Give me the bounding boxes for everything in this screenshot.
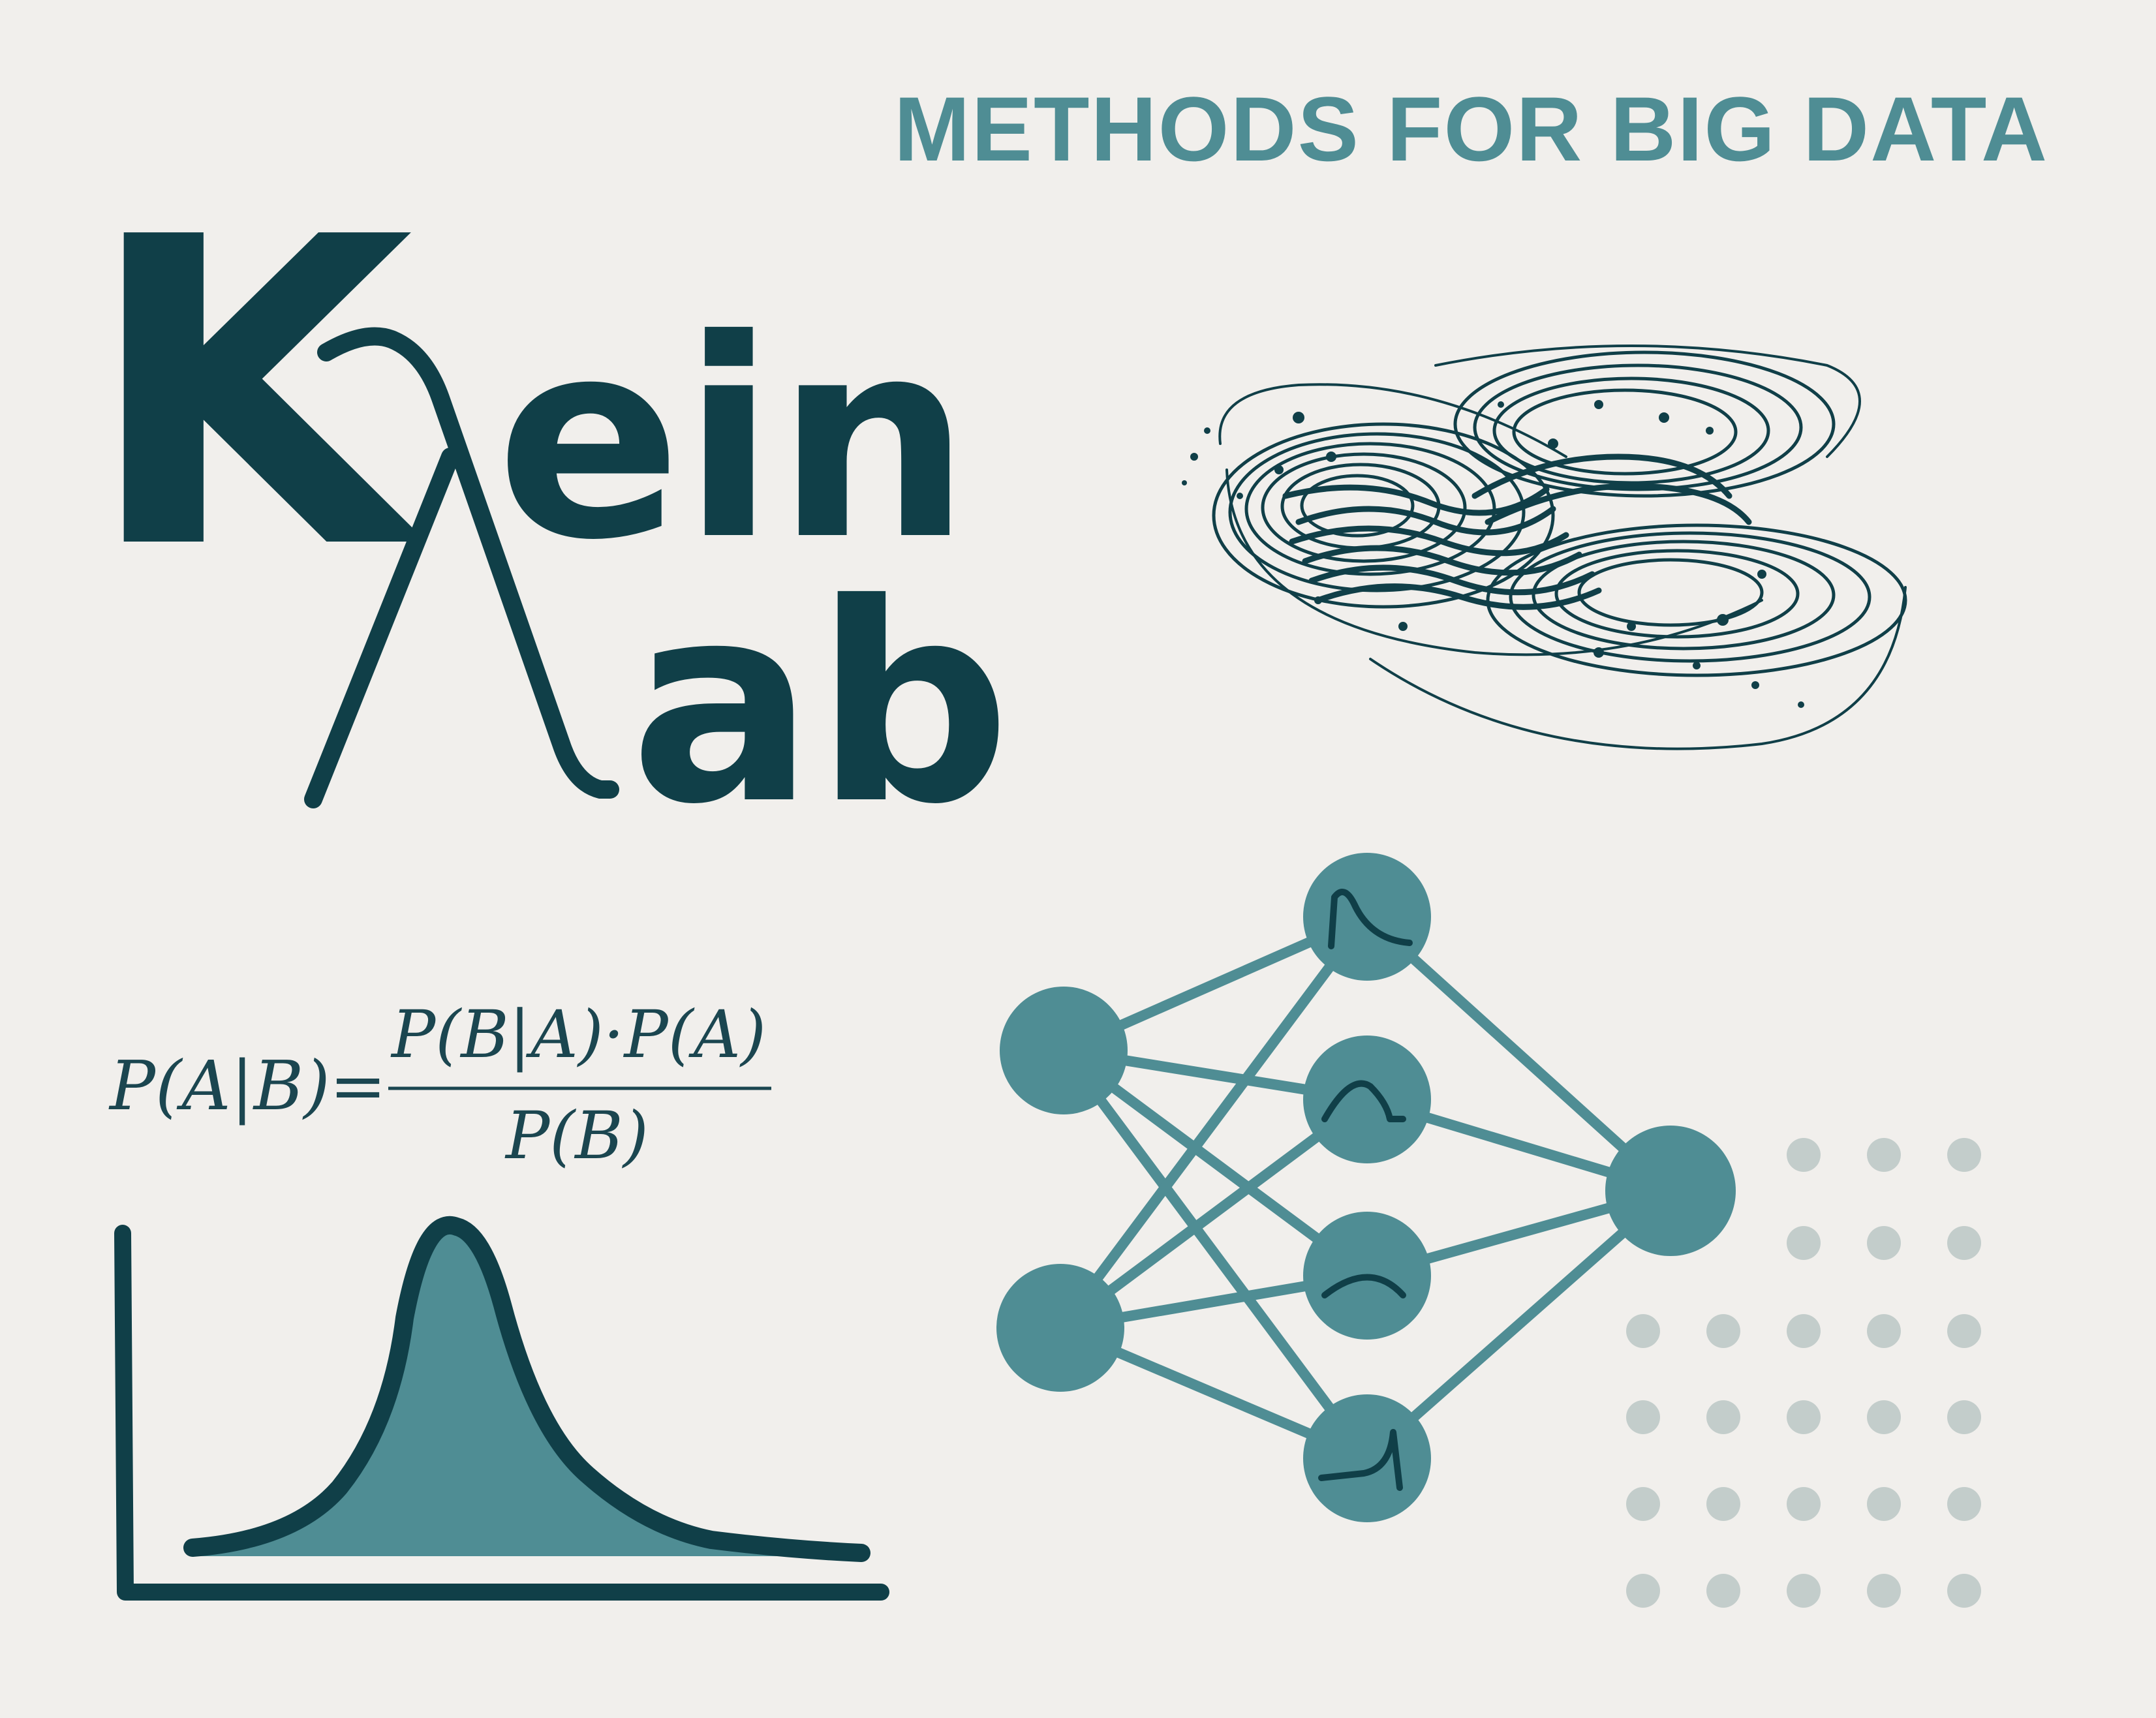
input-node-2	[996, 1264, 1124, 1392]
lambda-icon	[304, 327, 619, 808]
attractor-speckles	[1182, 400, 1804, 708]
activation-glyphs	[1318, 889, 1413, 1491]
bayes-formula: P(A|B) = P(B|A)·P(A) P(B)	[108, 996, 771, 1174]
output-node	[1605, 1126, 1736, 1256]
distribution-curve-icon	[114, 1216, 889, 1601]
logo-word-ab: ab	[630, 545, 1011, 865]
activation-spike-icon	[1328, 889, 1413, 949]
attractor-right-wing	[1369, 345, 1907, 750]
formula-equals: =	[330, 1046, 386, 1126]
activation-bump-icon	[1321, 1080, 1406, 1122]
lorenz-attractor-icon	[1182, 345, 1907, 750]
network-edges	[1055, 912, 1676, 1464]
logo-word-ein: ein	[496, 281, 971, 600]
activation-arch-icon	[1321, 1274, 1406, 1298]
input-node-1	[1000, 987, 1128, 1114]
hidden-node-1	[1303, 853, 1431, 981]
hidden-node-2	[1303, 1035, 1431, 1163]
neural-network-icon	[996, 853, 1736, 1522]
formula-lhs: P(A|B)	[108, 1046, 330, 1126]
dot-grid-icon	[1626, 1138, 1981, 1608]
activation-rise-icon	[1318, 1429, 1403, 1491]
hidden-node-4	[1303, 1394, 1431, 1522]
distribution-outline	[183, 1216, 870, 1562]
page-title: METHODS FOR BIG DATA	[894, 78, 2049, 180]
network-nodes	[996, 853, 1736, 1522]
logo-letter-k: K	[85, 149, 429, 642]
klein-lab-logo: K ein ab	[85, 149, 1011, 865]
formula-numerator: P(B|A)·P(A)	[390, 996, 766, 1073]
distribution-axes	[114, 1225, 889, 1601]
formula-denominator: P(B)	[504, 1097, 649, 1174]
attractor-dense-core	[1282, 453, 1752, 610]
